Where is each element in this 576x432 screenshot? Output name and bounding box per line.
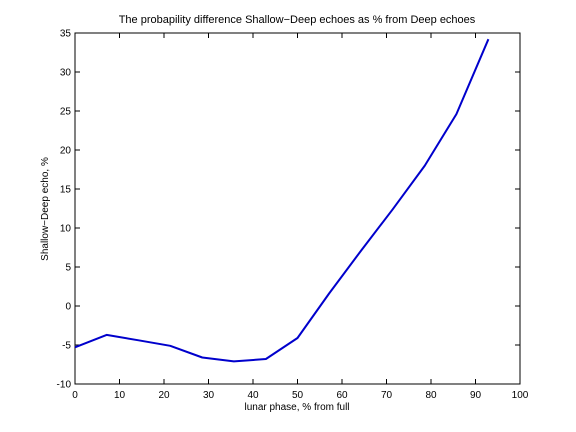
y-tick-label: 20 <box>60 146 72 157</box>
y-axis: -10 -5 0 5 10 15 20 25 30 35 <box>57 29 520 391</box>
x-tick-label: 50 <box>292 390 304 401</box>
y-tick-label: 30 <box>60 68 72 79</box>
y-tick-label: -10 <box>57 380 72 391</box>
chart-title: The probapility difference Shallow−Deep … <box>119 14 476 26</box>
x-tick-label: 60 <box>336 390 348 401</box>
x-tick-label: 90 <box>470 390 482 401</box>
x-tick-label: 40 <box>247 390 259 401</box>
y-axis-label: Shallow−Deep echo, % <box>40 157 51 261</box>
y-tick-label: 10 <box>60 224 72 235</box>
y-tick-label: 25 <box>60 107 72 118</box>
y-tick-label: 0 <box>65 302 71 313</box>
plot-area-frame <box>74 32 521 385</box>
x-tick-label: 70 <box>381 390 393 401</box>
x-tick-label: 10 <box>114 390 126 401</box>
x-tick-label: 20 <box>158 390 170 401</box>
x-axis: 0 10 20 30 40 50 60 70 80 90 100 <box>72 33 529 401</box>
x-tick-label: 100 <box>512 390 529 401</box>
y-tick-label: 5 <box>65 263 71 274</box>
y-tick-label: -5 <box>62 341 71 352</box>
y-tick-label: 35 <box>60 29 72 40</box>
y-tick-label: 15 <box>60 185 72 196</box>
series-layer <box>74 38 490 363</box>
x-tick-label: 0 <box>72 390 78 401</box>
x-tick-label: 30 <box>203 390 215 401</box>
series-line <box>74 38 490 363</box>
x-tick-label: 80 <box>425 390 437 401</box>
x-axis-label: lunar phase, % from full <box>244 402 349 413</box>
